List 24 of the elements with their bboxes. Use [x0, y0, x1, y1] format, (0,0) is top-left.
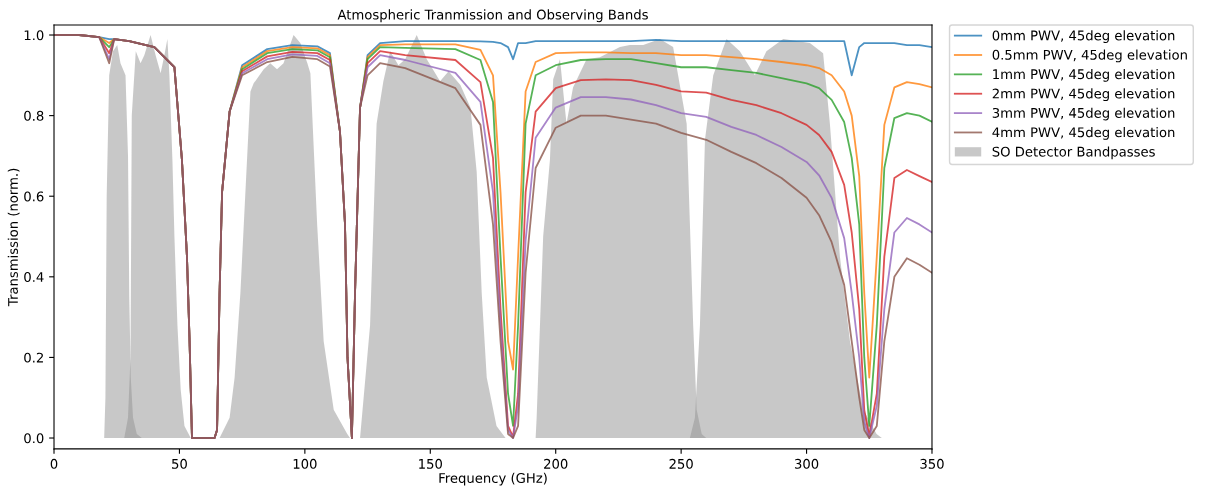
- legend-label: SO Detector Bandpasses: [992, 146, 1155, 160]
- x-tick-label: 150: [419, 458, 442, 469]
- y-tick-label: 1.0: [24, 30, 44, 41]
- legend-label: 2mm PWV, 45deg elevation: [992, 88, 1175, 102]
- legend-label: 4mm PWV, 45deg elevation: [992, 127, 1175, 140]
- legend-label: 3mm PWV, 45deg elevation: [992, 107, 1175, 121]
- x-tick-label: 250: [669, 458, 693, 469]
- y-tick-label: 0.2: [24, 352, 43, 363]
- x-axis-title: Frequency (GHz): [439, 472, 547, 486]
- x-tick-label: 300: [794, 458, 819, 469]
- legend-label: 0mm PWV, 45deg elevation: [992, 30, 1175, 43]
- x-tick-label: 0: [50, 458, 58, 469]
- y-tick-label: 0.8: [24, 110, 44, 121]
- x-tick-label: 50: [172, 458, 187, 469]
- legend-label: 1mm PWV, 45deg elevation: [993, 68, 1175, 82]
- y-tick-label: 0.6: [24, 191, 44, 202]
- y-tick-label: 0.0: [24, 433, 44, 444]
- chart-title: Atmospheric Tranmission and Observing Bands: [337, 9, 648, 23]
- legend-label: 0.5mm PWV, 45deg elevation: [992, 49, 1187, 63]
- x-tick-label: 350: [920, 458, 944, 469]
- y-axis-title: Transmission (norm.): [7, 168, 20, 307]
- x-tick-label: 100: [293, 458, 317, 469]
- x-tick-label: 200: [544, 458, 568, 469]
- y-tick-label: 0.4: [24, 272, 44, 283]
